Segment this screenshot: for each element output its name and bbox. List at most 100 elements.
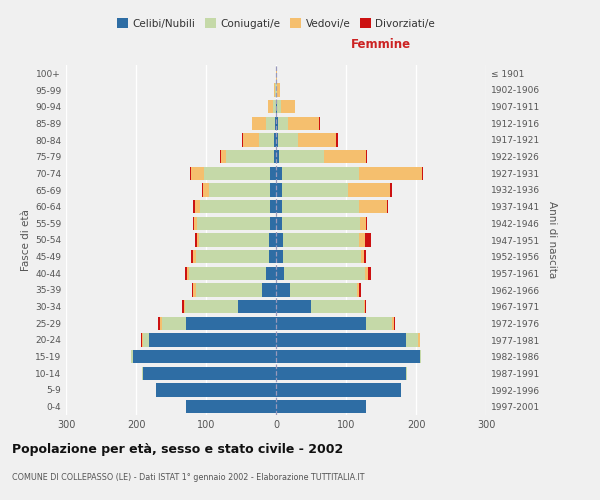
Bar: [276, 184, 281, 196]
Bar: [319, 116, 320, 130]
Bar: [419, 350, 421, 364]
Bar: [276, 150, 279, 164]
Bar: [190, 166, 191, 180]
Bar: [276, 384, 401, 396]
Bar: [269, 234, 276, 246]
Bar: [386, 200, 388, 213]
Bar: [182, 300, 184, 314]
Y-axis label: Anni di nascita: Anni di nascita: [547, 202, 557, 278]
Bar: [196, 250, 269, 264]
Bar: [276, 116, 278, 130]
Bar: [200, 200, 271, 213]
Bar: [276, 350, 419, 364]
Bar: [242, 134, 243, 146]
Bar: [155, 384, 276, 396]
Bar: [276, 334, 406, 346]
Bar: [193, 250, 196, 264]
Bar: [365, 234, 371, 246]
Bar: [281, 200, 359, 213]
Bar: [259, 134, 274, 146]
Bar: [368, 266, 371, 280]
Bar: [160, 316, 162, 330]
Bar: [133, 350, 276, 364]
Bar: [191, 166, 204, 180]
Bar: [195, 200, 200, 213]
Bar: [359, 284, 361, 296]
Bar: [196, 284, 262, 296]
Bar: [276, 366, 406, 380]
Bar: [266, 116, 275, 130]
Bar: [356, 284, 359, 296]
Bar: [290, 284, 356, 296]
Bar: [419, 334, 420, 346]
Bar: [325, 150, 366, 164]
Bar: [288, 116, 319, 130]
Bar: [203, 184, 209, 196]
Bar: [366, 150, 367, 164]
Bar: [271, 184, 276, 196]
Bar: [365, 266, 368, 280]
Bar: [359, 166, 422, 180]
Text: COMUNE DI COLLEPASSO (LE) - Dati ISTAT 1° gennaio 2002 - Elaborazione TUTTITALIA: COMUNE DI COLLEPASSO (LE) - Dati ISTAT 1…: [12, 472, 365, 482]
Bar: [284, 266, 365, 280]
Bar: [185, 300, 238, 314]
Bar: [281, 216, 360, 230]
Bar: [283, 234, 359, 246]
Bar: [158, 316, 160, 330]
Legend: Celibi/Nubili, Coniugati/e, Vedovi/e, Divorziati/e: Celibi/Nubili, Coniugati/e, Vedovi/e, Di…: [113, 14, 439, 33]
Bar: [336, 134, 338, 146]
Bar: [271, 166, 276, 180]
Bar: [193, 284, 196, 296]
Bar: [276, 84, 277, 96]
Bar: [142, 366, 143, 380]
Bar: [193, 216, 194, 230]
Bar: [187, 316, 276, 330]
Bar: [275, 84, 276, 96]
Bar: [187, 400, 276, 413]
Bar: [141, 334, 142, 346]
Bar: [184, 300, 185, 314]
Bar: [243, 134, 259, 146]
Bar: [197, 234, 199, 246]
Bar: [276, 66, 277, 80]
Bar: [365, 316, 392, 330]
Bar: [361, 250, 364, 264]
Bar: [276, 250, 283, 264]
Bar: [281, 184, 348, 196]
Bar: [276, 216, 281, 230]
Bar: [390, 184, 392, 196]
Bar: [221, 150, 226, 164]
Bar: [274, 150, 276, 164]
Bar: [276, 166, 281, 180]
Bar: [311, 300, 364, 314]
Bar: [277, 100, 281, 114]
Bar: [277, 84, 280, 96]
Bar: [262, 284, 276, 296]
Bar: [278, 134, 298, 146]
Bar: [394, 316, 395, 330]
Bar: [365, 216, 367, 230]
Bar: [187, 266, 189, 280]
Bar: [275, 116, 276, 130]
Bar: [359, 234, 365, 246]
Bar: [276, 200, 281, 213]
Bar: [204, 166, 271, 180]
Bar: [392, 316, 394, 330]
Bar: [298, 134, 336, 146]
Bar: [348, 184, 390, 196]
Bar: [359, 200, 386, 213]
Text: Femmine: Femmine: [351, 38, 411, 51]
Bar: [269, 250, 276, 264]
Bar: [191, 250, 193, 264]
Bar: [364, 250, 366, 264]
Bar: [406, 366, 407, 380]
Bar: [192, 284, 193, 296]
Bar: [274, 84, 275, 96]
Bar: [360, 216, 365, 230]
Bar: [252, 116, 266, 130]
Bar: [143, 334, 149, 346]
Bar: [276, 134, 278, 146]
Bar: [268, 100, 273, 114]
Bar: [274, 134, 276, 146]
Bar: [422, 166, 423, 180]
